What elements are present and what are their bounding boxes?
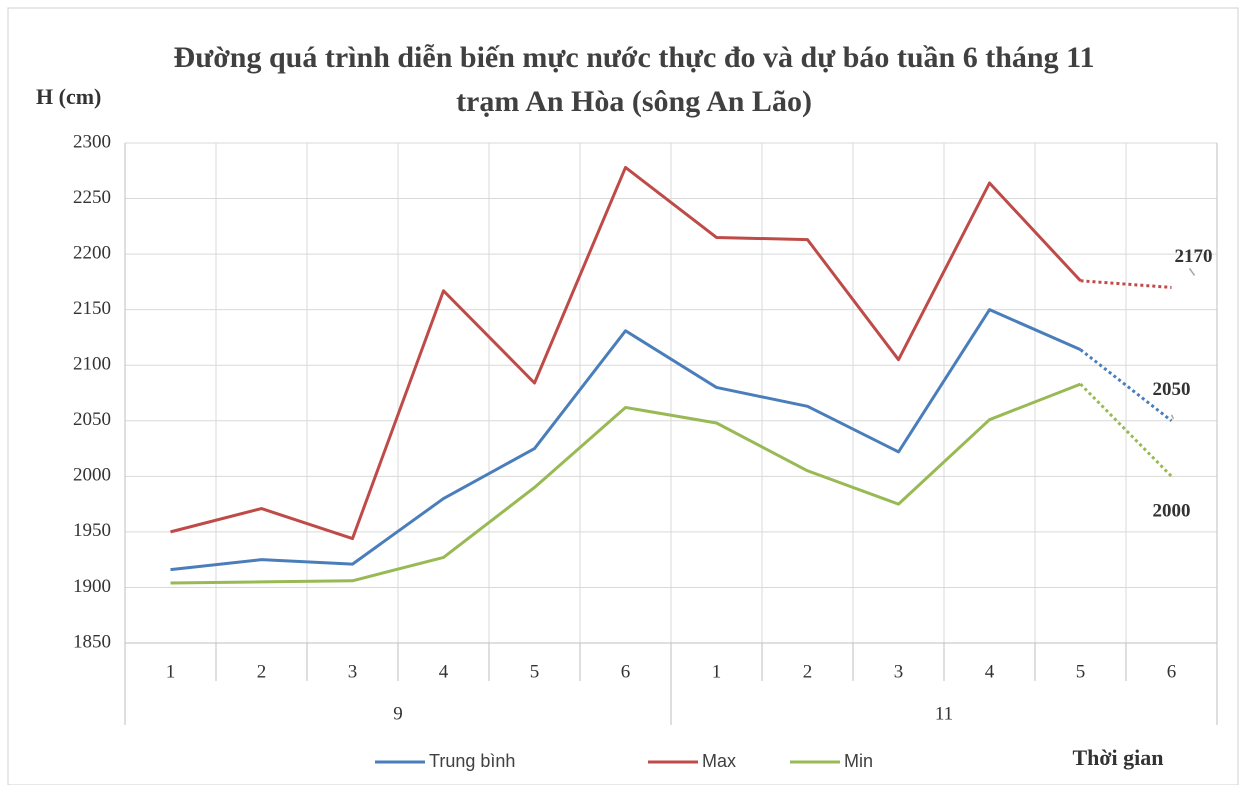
data-label: 2170 [1175, 246, 1213, 267]
y-tick-label: 2250 [73, 187, 111, 208]
y-axis-label: H (cm) [36, 84, 101, 109]
y-tick-label: 2300 [73, 131, 111, 152]
y-tick-label: 1950 [73, 520, 111, 541]
legend-label: Trung bình [429, 751, 515, 771]
series-line [170, 382, 1082, 585]
x-tick-label: 4 [439, 661, 449, 682]
x-axis-label: Thời gian [1072, 745, 1163, 770]
y-tick-label: 2150 [73, 298, 111, 319]
x-tick-label: 2 [257, 661, 267, 682]
y-tick-label: 2050 [73, 409, 111, 430]
series-line [170, 165, 1082, 541]
chart-title: Đường quá trình diễn biến mực nước thực … [173, 41, 1095, 118]
series-line [170, 308, 1082, 572]
x-tick-label: 4 [985, 661, 995, 682]
legend-label: Max [702, 751, 736, 771]
y-tick-label: 2100 [73, 354, 111, 375]
label-leader [1188, 268, 1196, 276]
y-tick-label: 1900 [73, 576, 111, 597]
group-label: 9 [393, 703, 403, 724]
forecast-line [1079, 348, 1173, 422]
legend-label: Min [844, 751, 873, 771]
x-tick-label: 1 [166, 661, 176, 682]
x-tick-label: 3 [894, 661, 904, 682]
x-tick-label: 1 [712, 661, 722, 682]
y-tick-label: 2000 [73, 465, 111, 486]
x-tick-label: 5 [530, 661, 540, 682]
y-tick-label: 1850 [73, 631, 111, 652]
group-label: 11 [935, 703, 953, 724]
y-tick-label: 2200 [73, 242, 111, 263]
label-leader [1170, 414, 1175, 420]
x-tick-label: 3 [348, 661, 358, 682]
x-tick-label: 6 [621, 661, 631, 682]
x-tick-label: 5 [1076, 661, 1086, 682]
chart-border [7, 7, 1239, 785]
x-tick-label: 2 [803, 661, 813, 682]
x-tick-label: 6 [1167, 661, 1177, 682]
data-label: 2050 [1153, 379, 1191, 400]
data-label: 2000 [1153, 501, 1191, 522]
